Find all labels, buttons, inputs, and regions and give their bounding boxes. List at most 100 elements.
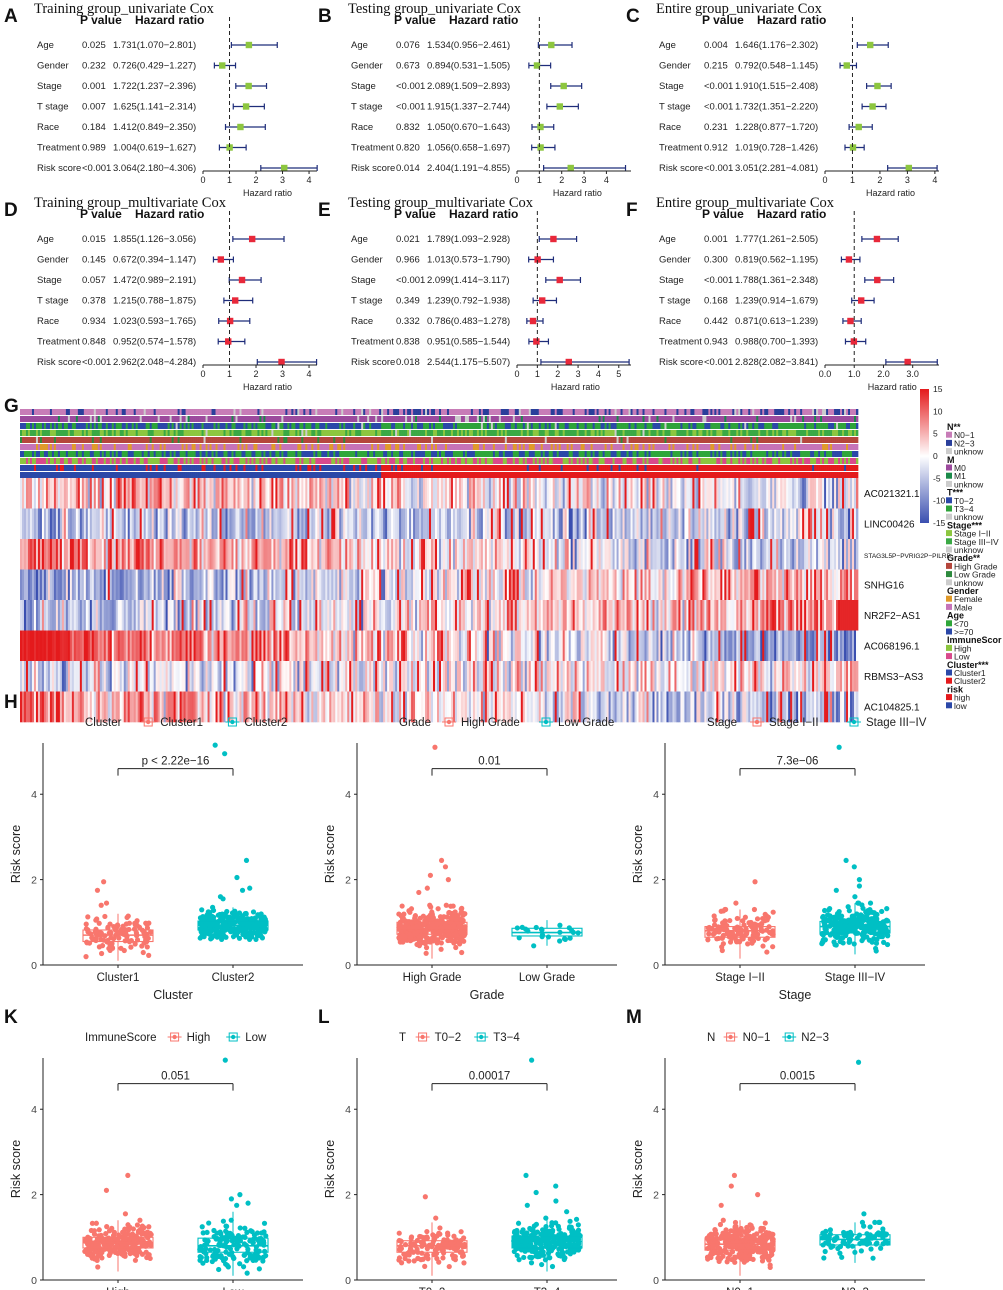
annotation-cell bbox=[145, 430, 149, 436]
annotation-cell bbox=[151, 416, 155, 422]
annotation-cell bbox=[704, 465, 707, 471]
heatmap-cell bbox=[137, 478, 141, 509]
annotation-cell bbox=[708, 465, 711, 471]
annotation-cell bbox=[61, 437, 65, 443]
annotation-cell bbox=[383, 444, 386, 450]
annotation-cell bbox=[690, 444, 693, 450]
annotation-cell bbox=[351, 409, 354, 415]
annotation-cell bbox=[215, 423, 218, 429]
annotation-cell bbox=[213, 458, 216, 464]
annotation-cell bbox=[580, 430, 584, 436]
annotation-cell bbox=[464, 409, 468, 415]
annotation-cell bbox=[806, 444, 809, 450]
annotation-cell bbox=[656, 437, 659, 443]
annotation-cell bbox=[828, 472, 831, 478]
annotation-cell bbox=[325, 472, 328, 478]
annotation-cell bbox=[349, 430, 352, 436]
annotation-cell bbox=[391, 409, 394, 415]
annotation-cell bbox=[125, 465, 129, 471]
annotation-cell bbox=[658, 430, 661, 436]
annotation-cell bbox=[520, 409, 524, 415]
annotation-cell bbox=[742, 423, 745, 429]
annotation-cell bbox=[225, 416, 228, 422]
annotation-cell bbox=[251, 423, 254, 429]
row-hazard-ratio-text: 2.089(1.509−2.893) bbox=[427, 81, 510, 92]
annotation-cell bbox=[275, 451, 278, 457]
annotation-cell bbox=[63, 444, 67, 450]
annotation-cell bbox=[195, 416, 198, 422]
annotation-cell bbox=[287, 444, 290, 450]
annotation-cell bbox=[121, 409, 125, 415]
annotation-cell bbox=[295, 437, 298, 443]
annotation-cell bbox=[804, 444, 807, 450]
heatmap-cell bbox=[628, 478, 631, 509]
annotation-cell bbox=[395, 423, 398, 429]
annotation-cell bbox=[37, 423, 41, 429]
annotation-cell bbox=[686, 465, 689, 471]
annotation-cell bbox=[810, 472, 813, 478]
annotation-cell bbox=[634, 465, 637, 471]
annotation-cell bbox=[261, 430, 264, 436]
annotation-cell bbox=[456, 437, 460, 443]
annotation-cell bbox=[522, 437, 526, 443]
annotation-cell bbox=[85, 423, 89, 429]
annotation-cell bbox=[552, 472, 556, 478]
annotation-cell bbox=[456, 472, 460, 478]
annotation-cell bbox=[249, 423, 252, 429]
annotation-cell bbox=[35, 472, 39, 478]
annotation-cell bbox=[664, 451, 667, 457]
annotation-cell bbox=[123, 437, 127, 443]
annotation-cell bbox=[730, 465, 733, 471]
annotation-cell bbox=[403, 472, 406, 478]
annotation-cell bbox=[425, 437, 428, 443]
forest-row: T stage 0.168 1.239(0.914−1.679) bbox=[659, 296, 875, 307]
annotation-cell bbox=[257, 416, 260, 422]
annotation-cell bbox=[419, 416, 422, 422]
annotation-cell bbox=[353, 430, 356, 436]
annotation-cell bbox=[217, 458, 220, 464]
annotation-cell bbox=[65, 451, 69, 457]
annotation-cell bbox=[620, 430, 623, 436]
annotation-cell bbox=[854, 472, 857, 478]
annotation-cell bbox=[608, 472, 611, 478]
heatmap-cell bbox=[315, 478, 318, 509]
annotation-cell bbox=[846, 465, 849, 471]
row-p-value: 0.004 bbox=[704, 40, 728, 51]
annotation-cell bbox=[313, 430, 316, 436]
annotation-cell bbox=[157, 423, 161, 429]
annotation-cell bbox=[596, 458, 599, 464]
heatmap-cell bbox=[207, 478, 210, 509]
annotation-cell bbox=[91, 409, 95, 415]
annotation-cell bbox=[812, 437, 815, 443]
annotation-cell bbox=[191, 451, 194, 457]
heatmap-cell bbox=[329, 478, 332, 509]
annotation-cell bbox=[646, 416, 649, 422]
annotation-cell bbox=[129, 472, 133, 478]
annotation-cell bbox=[650, 451, 653, 457]
annotation-cell bbox=[61, 416, 65, 422]
annotation-cell bbox=[786, 465, 789, 471]
annotation-cell bbox=[596, 409, 599, 415]
heatmap-cell bbox=[163, 478, 167, 509]
annotation-cell bbox=[624, 437, 627, 443]
annotation-cell bbox=[83, 458, 87, 464]
annotation-cell bbox=[279, 416, 282, 422]
annotation-cell bbox=[277, 465, 280, 471]
annotation-cell bbox=[468, 437, 472, 443]
heatmap-cell bbox=[211, 478, 214, 509]
annotation-cell bbox=[802, 416, 805, 422]
annotation-cell bbox=[844, 458, 847, 464]
annotation-cell bbox=[125, 472, 129, 478]
forest-row: Risk score 0.014 2.404(1.191−4.855) bbox=[351, 163, 627, 174]
row-p-value: 0.332 bbox=[396, 316, 420, 327]
annotation-cell bbox=[654, 423, 657, 429]
annotation-cell bbox=[682, 416, 685, 422]
annotation-cell bbox=[550, 472, 554, 478]
annotation-cell bbox=[419, 430, 422, 436]
annotation-cell bbox=[796, 451, 799, 457]
annotation-cell bbox=[670, 472, 673, 478]
row-p-value: 0.057 bbox=[82, 275, 106, 286]
x-tick-label: 4 bbox=[307, 369, 312, 379]
annotation-cell bbox=[822, 472, 825, 478]
annotation-cell bbox=[165, 451, 168, 457]
